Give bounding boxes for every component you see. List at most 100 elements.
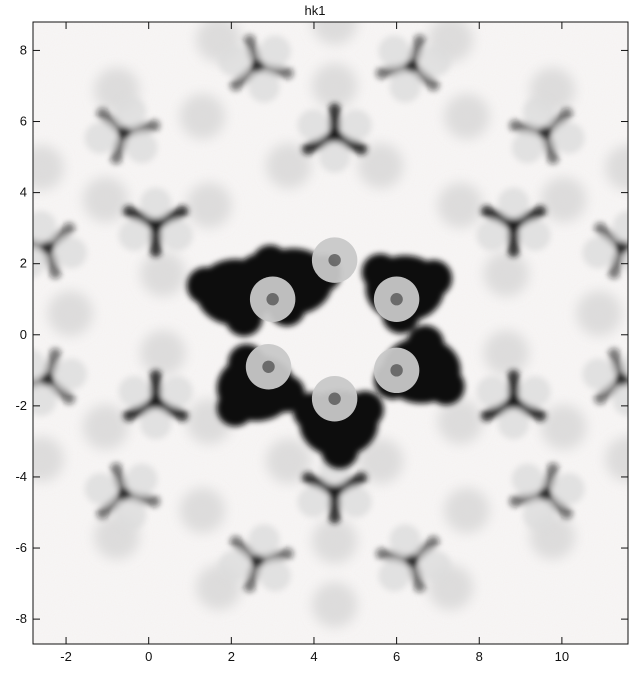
faint-blob xyxy=(605,145,628,191)
trefoil xyxy=(509,462,585,531)
trefoil-arm xyxy=(251,60,294,79)
trefoil-ring xyxy=(114,499,147,531)
x-axis: -2 0 2 4 6 8 10 xyxy=(60,22,569,664)
trefoil xyxy=(118,369,193,440)
trefoil-ring xyxy=(612,384,628,416)
trefoil-ring xyxy=(389,524,421,556)
faint-blob xyxy=(33,436,64,482)
trefoil-ring xyxy=(389,71,421,103)
trefoil xyxy=(217,524,294,593)
trefoil-arm xyxy=(118,119,160,139)
faint-blob xyxy=(140,330,186,376)
trefoil-ring xyxy=(511,463,544,496)
faint-blob xyxy=(605,436,628,482)
trefoil-arm xyxy=(480,396,520,422)
trefoil-ring xyxy=(161,219,193,251)
faint-blob xyxy=(576,290,622,337)
trefoil-ring xyxy=(582,237,614,269)
spot-center xyxy=(390,293,403,306)
y-tick-label: 8 xyxy=(20,42,27,57)
trefoil-ring xyxy=(511,131,544,164)
x-tick-label: 0 xyxy=(145,649,152,664)
trefoil-ring xyxy=(161,375,193,408)
trefoil-ring xyxy=(33,246,46,278)
y-tick-label: -8 xyxy=(15,611,27,626)
faint-blob xyxy=(311,582,358,628)
trefoil xyxy=(84,462,160,531)
trefoil-ring xyxy=(55,237,87,269)
trefoil-ring xyxy=(476,375,508,408)
x-tick-label: 8 xyxy=(476,649,483,664)
trefoil-arm xyxy=(41,222,75,254)
lobe-arm xyxy=(427,367,465,406)
faint-blob xyxy=(82,404,129,450)
trefoil-ring xyxy=(340,109,372,141)
y-tick-label: -2 xyxy=(15,398,27,413)
trefoil-ring xyxy=(297,486,329,518)
faint-blob xyxy=(357,438,404,484)
lobe-arm xyxy=(406,325,444,363)
trefoil-ring xyxy=(126,131,158,164)
trefoil-ring xyxy=(519,375,551,408)
bright-spots xyxy=(245,237,420,422)
trefoil xyxy=(476,369,551,440)
y-tick-label: 6 xyxy=(20,114,27,129)
faint-blob xyxy=(311,63,358,109)
trefoil xyxy=(582,210,628,279)
faint-blob xyxy=(47,290,93,337)
trefoil-arm xyxy=(110,462,131,501)
plot-area xyxy=(33,22,628,644)
faint-blob xyxy=(444,93,490,140)
trefoil xyxy=(217,34,294,103)
trefoil-arm xyxy=(149,205,189,231)
spot-center xyxy=(390,364,403,377)
trefoil-ring xyxy=(259,35,291,67)
trefoil-ring xyxy=(55,358,87,390)
x-tick-label: 4 xyxy=(310,649,317,664)
trefoil-ring xyxy=(582,358,614,390)
trefoil-ring xyxy=(419,45,452,77)
y-tick-label: -4 xyxy=(15,469,27,484)
y-tick-label: 2 xyxy=(20,256,27,271)
faint-blob xyxy=(540,176,587,223)
trefoil xyxy=(375,524,452,593)
trefoil-arm xyxy=(608,241,628,279)
trefoil-ring xyxy=(497,187,530,219)
y-tick-label: 4 xyxy=(20,185,27,200)
trefoil-ring xyxy=(497,407,530,440)
x-tick-label: -2 xyxy=(60,649,72,664)
trefoil-ring xyxy=(140,187,172,219)
trefoil-ring xyxy=(217,45,250,77)
trefoil xyxy=(84,96,160,165)
trefoil-ring xyxy=(476,219,508,251)
faint-blob xyxy=(437,398,483,445)
trefoil-ring xyxy=(248,524,280,556)
trefoil-ring xyxy=(33,349,46,380)
trefoil-ring xyxy=(84,122,117,154)
faint-blob xyxy=(82,176,129,223)
faint-blob xyxy=(265,143,312,189)
trefoil-ring xyxy=(419,550,452,582)
x-tick-label: 2 xyxy=(228,649,235,664)
faint-blob xyxy=(540,404,587,450)
faint-blob xyxy=(33,145,64,191)
trefoil-arm xyxy=(509,488,551,508)
trefoil-ring xyxy=(33,210,57,243)
trefoil-ring xyxy=(340,486,372,518)
faint-blob xyxy=(186,182,232,229)
chart-title: hk1 xyxy=(305,3,326,18)
faint-blob xyxy=(483,330,529,376)
trefoil-ring xyxy=(623,251,628,273)
faint-blob xyxy=(179,93,226,140)
trefoil-ring xyxy=(126,463,158,496)
trefoil-arm xyxy=(41,348,62,386)
spot-center xyxy=(328,253,341,267)
trefoil xyxy=(476,187,551,258)
faint-blob xyxy=(140,251,186,297)
spot-center xyxy=(262,360,275,373)
faint-blob xyxy=(311,518,358,564)
trefoil-ring xyxy=(378,35,410,67)
trefoil xyxy=(509,96,585,165)
x-tick-label: 10 xyxy=(555,649,569,664)
